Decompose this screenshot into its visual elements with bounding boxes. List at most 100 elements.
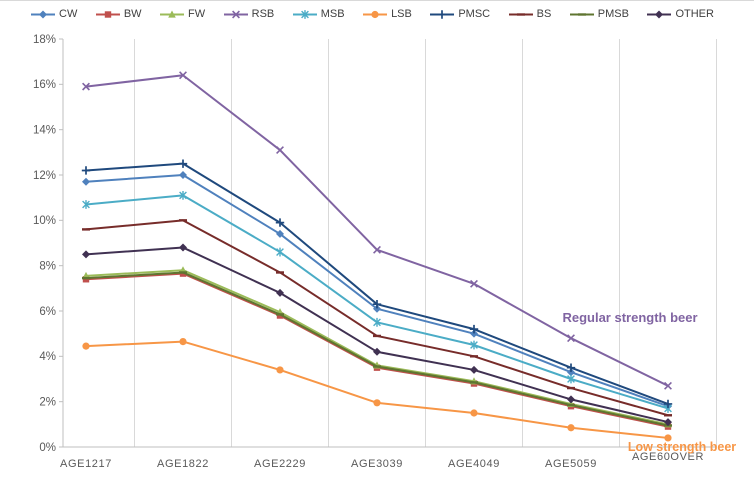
legend-marker-shape <box>371 10 379 18</box>
legend-marker-msb-icon <box>292 9 317 19</box>
series-marker-other <box>373 347 381 356</box>
annotation-low-strength-beer: Low strength beer <box>628 440 736 454</box>
series-marker-pmsc <box>663 399 673 409</box>
legend-label-other: OTHER <box>675 8 714 20</box>
series-marker-other <box>567 395 575 404</box>
series-lsb <box>82 338 672 442</box>
series-marker-other <box>276 288 284 297</box>
legend-marker-shape <box>300 9 309 19</box>
series-marker-other <box>470 365 478 374</box>
series-marker-lsb <box>276 366 284 374</box>
series-marker-pmsc <box>275 218 285 227</box>
x-axis-label: AGE3039 <box>351 458 403 470</box>
legend-label-cw: CW <box>59 8 78 20</box>
x-axis-label: AGE1217 <box>60 458 112 470</box>
legend-marker-bw-icon <box>95 10 120 18</box>
series-marker-cw <box>567 368 575 377</box>
series-marker-cw <box>470 329 478 338</box>
series-marker-msb <box>567 374 575 384</box>
legend-marker-shape <box>104 10 112 18</box>
series-marker-msb <box>82 200 90 209</box>
y-axis-label: 4% <box>39 351 56 363</box>
x-axis-label: AGE60OVER <box>632 451 704 463</box>
series-marker-rsb <box>179 71 187 80</box>
series-marker-other <box>82 250 90 259</box>
y-axis-label: 8% <box>39 260 56 272</box>
series-marker-cw <box>179 171 187 179</box>
y-axis-label: 14% <box>33 124 56 136</box>
y-axis-label: 2% <box>39 396 56 408</box>
legend-marker-cw-icon <box>31 10 55 18</box>
y-axis-label: 10% <box>33 215 56 227</box>
y-axis-label: 6% <box>39 306 56 318</box>
y-axis-label: 18% <box>33 34 56 46</box>
series-marker-lsb <box>82 342 90 350</box>
legend-label-pmsb: PMSB <box>597 8 629 20</box>
x-axis-label: AGE2229 <box>254 458 306 470</box>
series-marker-msb <box>470 340 478 350</box>
legend-marker-pmsc-icon <box>430 9 455 19</box>
series-marker-pmsc <box>469 324 479 334</box>
legend-item-cw: CW <box>30 8 77 21</box>
legend-item-bs: BS <box>508 8 552 21</box>
series-marker-cw <box>276 229 284 238</box>
legend-marker-rsb-icon <box>223 10 248 18</box>
series-cw <box>82 171 672 411</box>
series-marker-pmsc <box>81 166 91 175</box>
series-marker-msb <box>276 247 284 257</box>
series-msb <box>82 191 672 413</box>
series-marker-msb <box>373 317 381 327</box>
legend-label-bw: BW <box>123 8 142 20</box>
legend-item-msb: MSB <box>292 8 345 21</box>
legend-label-bs: BS <box>536 8 552 20</box>
series-marker-cw <box>82 177 90 186</box>
legend-label-pmsc: PMSC <box>458 8 491 20</box>
series-marker-msb <box>179 191 187 200</box>
legend-marker-fw-icon <box>160 10 185 18</box>
legend-item-fw: FW <box>159 8 205 21</box>
legend-marker-shape <box>438 9 447 19</box>
legend-marker-shape <box>168 10 176 18</box>
series-marker-rsb <box>373 245 381 254</box>
series-other <box>82 243 672 427</box>
series-marker-other <box>179 243 187 252</box>
series-bs <box>82 219 672 417</box>
y-axis-label: 0% <box>39 442 56 454</box>
series-marker-pmsc <box>566 363 576 372</box>
series-marker-pmsc <box>372 300 382 309</box>
legend-marker-shape <box>231 10 240 18</box>
x-axis-label: AGE5059 <box>545 458 597 470</box>
series-marker-rsb <box>82 82 90 91</box>
series-marker-rsb <box>664 381 672 390</box>
x-axis-label: AGE1822 <box>157 458 209 470</box>
series-marker-lsb <box>373 399 381 407</box>
series-rsb <box>82 71 672 390</box>
legend-label-fw: FW <box>188 8 206 20</box>
series-marker-cw <box>373 304 381 313</box>
legend-marker-other-icon <box>647 10 672 18</box>
series-marker-lsb <box>470 409 478 417</box>
legend-item-bw: BW <box>95 8 142 21</box>
legend-marker-lsb-icon <box>363 10 388 18</box>
legend-item-lsb: LSB <box>362 8 412 21</box>
legend-marker-pmsb-icon <box>569 12 594 16</box>
legend-item-other: OTHER <box>646 8 714 21</box>
series-marker-pmsc <box>178 159 188 168</box>
legend-marker-bs-icon <box>508 12 533 16</box>
annotation-regular-strength-beer: Regular strength beer <box>562 310 697 325</box>
series-marker-other <box>664 418 672 427</box>
legend-marker-shape <box>39 10 47 18</box>
series-marker-lsb <box>179 338 187 346</box>
series-marker-rsb <box>276 146 284 155</box>
x-axis-label: AGE4049 <box>448 458 500 470</box>
series-marker-lsb <box>567 424 575 432</box>
legend-item-rsb: RSB <box>223 8 274 21</box>
legend-item-pmsc: PMSC <box>429 8 490 21</box>
y-axis-label: 12% <box>33 170 56 182</box>
series-pmsc <box>81 159 673 409</box>
series-marker-rsb <box>470 279 478 288</box>
series-marker-lsb <box>664 434 672 442</box>
chart-legend: CW BW FW RSB MSB LSB PMSC BS PMSB OTHER <box>30 6 714 22</box>
